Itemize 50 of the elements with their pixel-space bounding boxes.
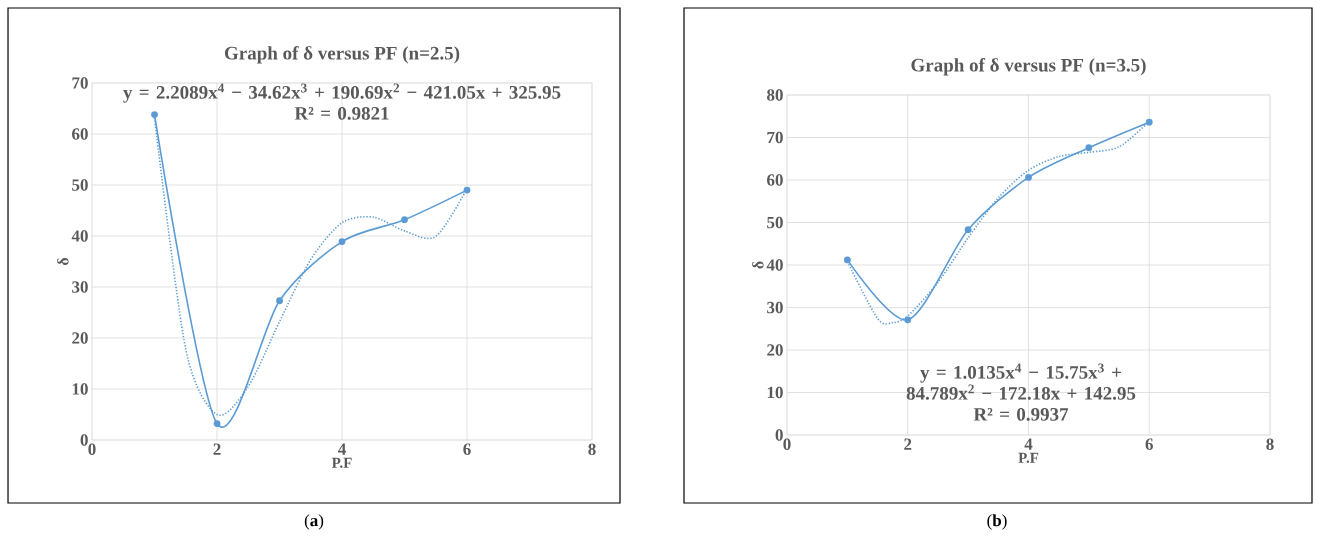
point: [151, 111, 158, 119]
point: [338, 238, 346, 245]
point: [213, 420, 221, 428]
x-tick-label: 0: [88, 443, 96, 455]
x-tick-label: 2: [213, 443, 221, 455]
x-tick-label: 2: [904, 438, 912, 450]
y-tick-label: 20: [72, 332, 88, 344]
text: (b): [987, 514, 1007, 530]
y-tick-label: 70: [72, 77, 88, 89]
y-tick-label: 30: [767, 301, 783, 314]
x-tick-label: 8: [1266, 438, 1274, 450]
x-tick-label: 8: [588, 443, 596, 455]
y-tick-label: 60: [767, 174, 783, 186]
point: [401, 216, 408, 224]
x-tick-label: 4: [1024, 438, 1033, 450]
point: [904, 316, 912, 324]
y-tick-label: 0: [775, 429, 783, 441]
y-tick-label: 70: [767, 131, 783, 144]
y-tick-label: 30: [72, 281, 88, 293]
y-tick-label: 20: [767, 344, 783, 356]
annotation: y = 2.2089x$^{4}$ − 34.62x$^{3}$ + 190.69x$^{2}$ − 421.05x + 325.95: [123, 83, 561, 103]
x-tick-label: 0: [783, 438, 791, 450]
x-tick-label: 4: [338, 443, 346, 455]
annotation: R² = 0.9821: [294, 106, 389, 120]
x-tick-label: 6: [1145, 438, 1153, 450]
y-tick-label: 10: [72, 383, 88, 395]
annotation: R² = 0.9937: [973, 407, 1069, 421]
y-tick-label: 80: [767, 89, 783, 101]
y-tick-label: 60: [72, 128, 88, 140]
text: (a): [304, 514, 324, 530]
point: [1025, 174, 1032, 181]
y-tick-label: 50: [72, 179, 88, 191]
point: [276, 297, 283, 305]
y-tick-label: 40: [766, 259, 783, 271]
x-axis-title: P.F: [331, 457, 352, 468]
point: [463, 186, 471, 194]
y-tick-label: 50: [767, 216, 783, 229]
y-axis-title: δ: [57, 257, 69, 266]
chart-title: Graph of δ versus PF (n=2.5): [224, 46, 460, 64]
y-tick-label: 40: [71, 230, 88, 242]
point: [1085, 144, 1093, 152]
y-axis-title: δ: [752, 261, 764, 269]
y-tick-label: 10: [767, 386, 783, 399]
point: [843, 256, 851, 264]
point: [964, 226, 972, 234]
chart-title: Graph of δ versus PF (n=3.5): [911, 58, 1146, 76]
x-tick-label: 6: [463, 443, 471, 455]
x-axis-title: P.F: [1018, 452, 1039, 463]
point: [1145, 118, 1153, 126]
text: y = 1.0135x$^{4}$ − 15.75x$^{3}$ + 84.789x$^{2}$ − 172.18x + 142.95: [906, 363, 1136, 400]
